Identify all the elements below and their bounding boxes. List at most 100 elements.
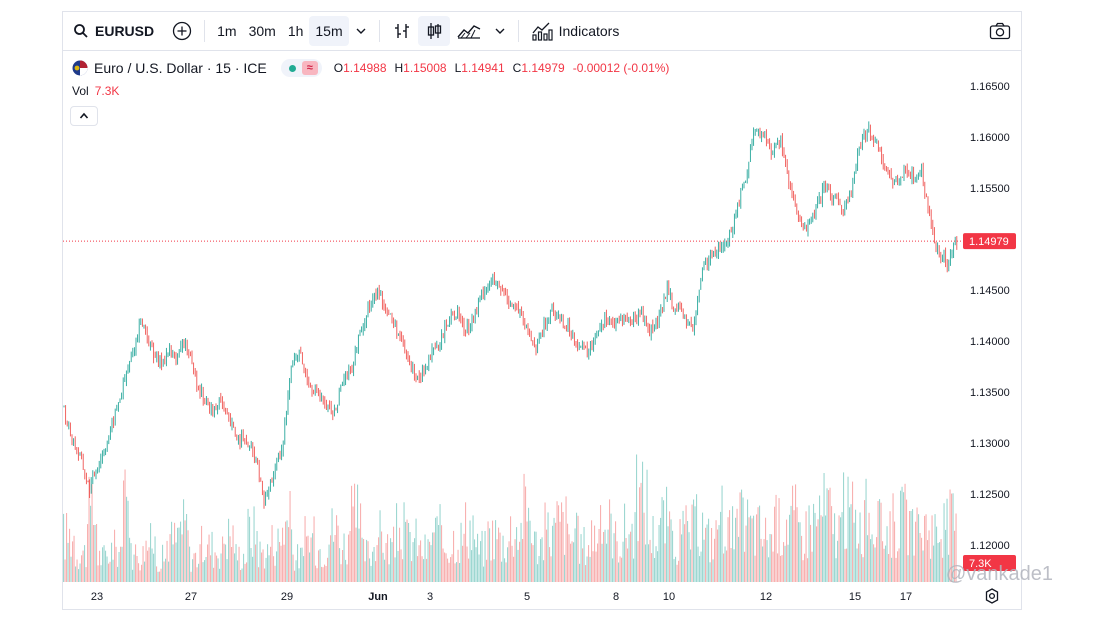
volume-bar bbox=[141, 564, 143, 582]
volume-bar bbox=[282, 527, 284, 582]
volume-bar bbox=[796, 507, 798, 582]
volume-bar bbox=[99, 550, 101, 582]
area-style-button[interactable] bbox=[450, 16, 488, 46]
volume-bar bbox=[301, 547, 303, 582]
compare-button[interactable] bbox=[166, 16, 198, 46]
interval-dropdown-button[interactable] bbox=[349, 16, 373, 46]
volume-bar bbox=[204, 560, 206, 582]
interval-30m-button[interactable]: 30m bbox=[248, 23, 276, 39]
volume-bar bbox=[270, 546, 272, 582]
volume-bar bbox=[319, 549, 321, 582]
volume-bar bbox=[814, 512, 816, 582]
volume-bar bbox=[189, 546, 191, 582]
volume-bar bbox=[639, 487, 641, 582]
volume-bar bbox=[733, 549, 735, 582]
volume-bar bbox=[760, 538, 762, 582]
volume-bar bbox=[762, 546, 764, 582]
volume-bar bbox=[334, 535, 336, 582]
volume-bar bbox=[237, 560, 239, 582]
volume-bar bbox=[202, 562, 204, 582]
x-tick-label: 23 bbox=[91, 591, 103, 603]
volume-bar bbox=[709, 562, 711, 582]
volume-bar bbox=[924, 515, 926, 582]
volume-bar bbox=[207, 544, 209, 582]
volume-bar bbox=[876, 537, 878, 582]
volume-bar bbox=[855, 509, 857, 582]
volume-bar bbox=[781, 555, 783, 582]
volume-bar bbox=[741, 489, 743, 582]
volume-bar bbox=[351, 485, 353, 582]
volume-bar bbox=[937, 543, 939, 582]
volume-bar bbox=[720, 511, 722, 582]
volume-bar bbox=[757, 507, 759, 582]
market-status-pill[interactable]: ≈ bbox=[280, 59, 322, 77]
volume-bar bbox=[856, 548, 858, 582]
volume-bar bbox=[123, 480, 125, 582]
interval-15m-button[interactable]: 15m bbox=[309, 16, 349, 46]
volume-bar bbox=[463, 533, 465, 582]
volume-bar bbox=[822, 516, 824, 582]
volume-bar bbox=[574, 528, 576, 582]
chart-type-dropdown-button[interactable] bbox=[488, 16, 512, 46]
volume-bar bbox=[460, 522, 462, 582]
volume-bar bbox=[432, 532, 434, 582]
bars-style-button[interactable] bbox=[386, 16, 418, 46]
volume-bar bbox=[261, 552, 263, 582]
volume-bar bbox=[544, 502, 546, 582]
volume-bar bbox=[655, 546, 657, 582]
volume-bar bbox=[255, 544, 257, 582]
volume-bar bbox=[583, 527, 585, 582]
volume-bar bbox=[718, 525, 720, 582]
volume-bar bbox=[177, 527, 179, 582]
volume-bar bbox=[723, 553, 725, 582]
volume-bar bbox=[726, 550, 728, 582]
volume-bar bbox=[874, 547, 876, 582]
volume-bar bbox=[394, 557, 396, 582]
volume-bar bbox=[621, 557, 623, 582]
volume-bar bbox=[699, 556, 701, 582]
volume-bar bbox=[774, 506, 776, 582]
volume-bar bbox=[366, 539, 368, 582]
interval-1m-button[interactable]: 1m bbox=[217, 23, 237, 39]
volume-bar bbox=[450, 557, 452, 582]
interval-1h-button[interactable]: 1h bbox=[287, 23, 304, 39]
volume-bar bbox=[129, 537, 131, 582]
volume-bar bbox=[832, 534, 834, 582]
volume-bar bbox=[592, 551, 594, 582]
indicators-button[interactable]: Indicators bbox=[525, 16, 626, 46]
volume-bar bbox=[195, 552, 197, 582]
volume-bar bbox=[391, 542, 393, 582]
volume-bar bbox=[942, 557, 944, 582]
snapshot-button[interactable] bbox=[983, 16, 1017, 46]
volume-bar bbox=[579, 563, 581, 582]
volume-bar bbox=[700, 551, 702, 582]
volume-bar bbox=[465, 502, 467, 582]
volume-bar bbox=[466, 546, 468, 582]
volume-bar bbox=[100, 565, 102, 582]
volume-bar bbox=[436, 516, 438, 582]
volume-bar bbox=[838, 515, 840, 582]
volume-bar bbox=[892, 493, 894, 582]
volume-bar bbox=[640, 482, 642, 582]
volume-bar bbox=[135, 544, 137, 582]
volume-bar bbox=[364, 561, 366, 582]
collapse-legend-button[interactable] bbox=[70, 106, 98, 126]
y-tick-label: 1.12500 bbox=[970, 489, 1010, 501]
volume-bar bbox=[235, 544, 237, 582]
chart-settings-button[interactable] bbox=[984, 588, 1000, 604]
volume-bar bbox=[714, 538, 716, 582]
volume-bar bbox=[693, 499, 695, 582]
volume-bar bbox=[397, 551, 399, 582]
volume-bar bbox=[468, 558, 470, 582]
volume-bar bbox=[504, 558, 506, 582]
symbol-search-button[interactable]: EURUSD bbox=[67, 16, 160, 46]
volume-bar bbox=[676, 564, 678, 582]
volume-bar bbox=[576, 512, 578, 582]
volume-bar bbox=[265, 557, 267, 582]
volume-bar bbox=[505, 562, 507, 582]
candles-style-button[interactable] bbox=[417, 16, 450, 46]
volume-bar bbox=[636, 454, 638, 582]
volume-bar bbox=[180, 521, 182, 582]
volume-bar bbox=[747, 499, 749, 582]
